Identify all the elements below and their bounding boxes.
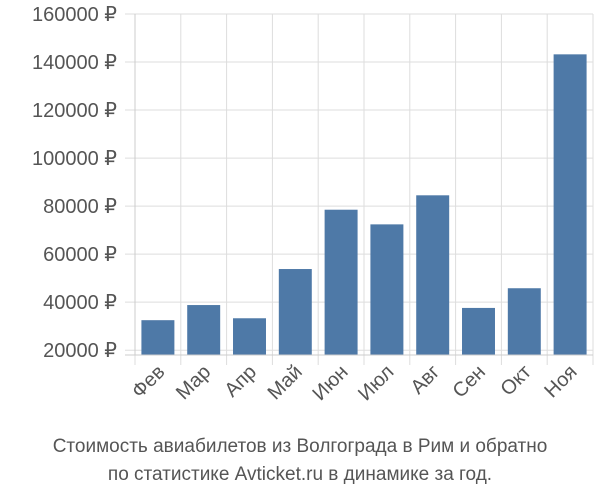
y-axis-labels: 20000 ₽ 40000 ₽ 60000 ₽ 80000 ₽ 100000 ₽ 1200… — [32, 4, 117, 362]
grid-lines — [125, 13, 594, 365]
y-tick-label: 120000 ₽ — [32, 100, 117, 122]
bar-chart: 20000 ₽ 40000 ₽ 60000 ₽ 80000 ₽ 100000 ₽ 1200… — [32, 4, 594, 405]
x-tick-label: Окт — [496, 361, 535, 400]
bars — [141, 54, 587, 356]
y-tick-label: 160000 ₽ — [32, 4, 117, 26]
bar-Июл — [370, 224, 404, 355]
x-tick-label: Ноя — [540, 361, 581, 402]
bar-Авг — [416, 195, 450, 355]
x-tick-label: Сен — [449, 361, 490, 402]
bar-Апр — [233, 318, 266, 355]
chart-caption-line-2: по статистике Avticket.ru в динамике за … — [107, 464, 493, 485]
y-tick-label: 60000 ₽ — [43, 244, 117, 266]
x-tick-label: Апр — [221, 361, 262, 402]
bar-Фев — [141, 320, 175, 355]
bar-Сен — [462, 307, 495, 355]
x-tick-label: Май — [264, 361, 307, 404]
bar-Май — [278, 269, 312, 355]
x-axis-labels: Фев Мар Апр Май Июн Июл Авг Сен Окт Ноя — [128, 361, 582, 405]
bar-Мар — [187, 305, 221, 355]
x-tick-label: Фев — [128, 361, 170, 403]
bar-Июн — [324, 209, 358, 355]
axes — [125, 14, 593, 356]
bar-Окт — [507, 288, 541, 355]
x-tick-label: Июл — [354, 361, 398, 405]
y-tick-label: 20000 ₽ — [43, 340, 117, 362]
y-tick-label: 80000 ₽ — [43, 196, 117, 218]
x-tick-label: Июн — [308, 361, 352, 405]
x-tick-label: Авг — [407, 361, 445, 399]
y-tick-label: 140000 ₽ — [32, 52, 117, 74]
y-tick-label: 40000 ₽ — [43, 292, 117, 314]
y-tick-label: 100000 ₽ — [32, 148, 117, 170]
chart-caption-line-1: Стоимость авиабилетов из Волгограда в Ри… — [52, 436, 548, 457]
bar-Ноя — [553, 54, 587, 356]
x-tick-label: Мар — [172, 361, 215, 404]
